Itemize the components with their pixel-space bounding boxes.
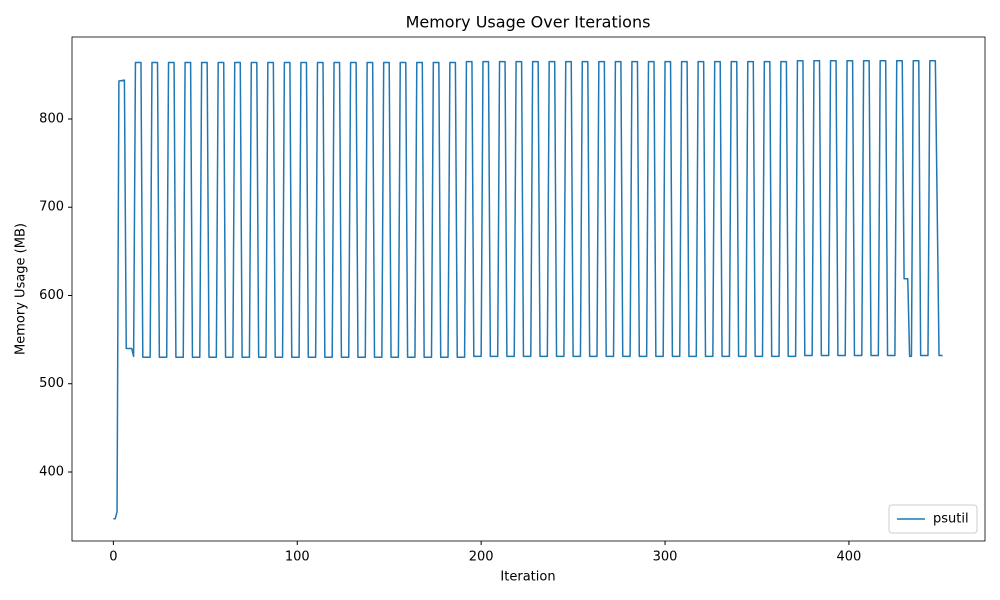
x-tick-label: 200 — [469, 550, 494, 565]
legend-label: psutil — [933, 512, 969, 527]
y-axis-label: Memory Usage (MB) — [14, 223, 29, 355]
y-tick-label: 700 — [39, 200, 64, 215]
chart-title: Memory Usage Over Iterations — [406, 13, 651, 32]
x-tick-label: 100 — [285, 550, 310, 565]
y-tick-label: 500 — [39, 376, 64, 391]
plot-frame — [71, 36, 986, 542]
y-tick-label: 600 — [39, 288, 64, 303]
x-tick-label: 0 — [109, 550, 117, 565]
y-tick-label: 800 — [39, 111, 64, 126]
legend-box — [888, 504, 978, 534]
x-tick-label: 300 — [653, 550, 678, 565]
x-tick-label: 400 — [837, 550, 862, 565]
data-line — [113, 59, 943, 520]
x-axis-label: Iteration — [500, 570, 555, 585]
y-tick-label: 400 — [39, 464, 64, 479]
